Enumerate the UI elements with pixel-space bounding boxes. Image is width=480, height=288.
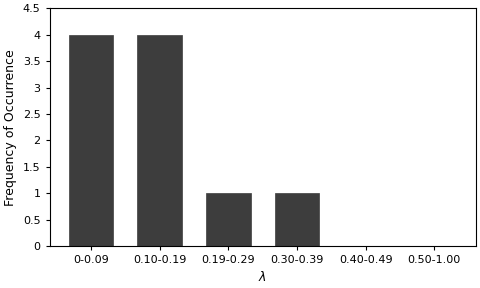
- Bar: [137, 35, 182, 246]
- Y-axis label: Frequency of Occurrence: Frequency of Occurrence: [4, 49, 17, 206]
- X-axis label: λ: λ: [259, 271, 266, 284]
- Bar: [69, 35, 113, 246]
- Bar: [206, 193, 251, 246]
- Bar: [275, 193, 319, 246]
